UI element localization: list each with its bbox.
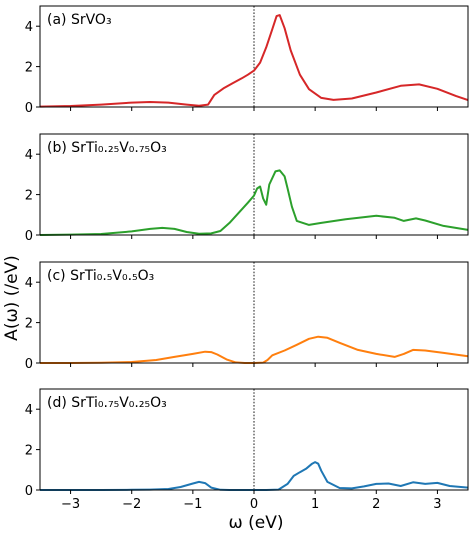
series-line bbox=[40, 335, 469, 364]
panel-d: 0 2 4 −3 −2 −1 0 1 2 3 (d) SrTi₀.₇₅V₀.₂₅O₃ bbox=[25, 388, 469, 512]
y-tick-label: 2 bbox=[25, 189, 33, 204]
y-tick-label: 2 bbox=[25, 61, 33, 76]
x-tick-label: 1 bbox=[311, 497, 319, 512]
y-tick-label: 4 bbox=[25, 403, 33, 418]
y-tick-label: 4 bbox=[25, 148, 33, 163]
x-axis-label: ω (eV) bbox=[229, 513, 284, 533]
panel-c: 0 2 4 (c) SrTi₀.₅V₀.₅O₃ bbox=[25, 261, 469, 372]
series-line bbox=[39, 14, 469, 108]
y-tick-label: 4 bbox=[25, 276, 33, 291]
y-tick-label: 2 bbox=[25, 444, 33, 459]
panel-label: (a) SrVO₃ bbox=[47, 12, 112, 28]
y-axis-label: A(ω) (/eV) bbox=[2, 255, 22, 341]
y-tick-label: 0 bbox=[25, 484, 33, 499]
y-tick-label: 4 bbox=[25, 20, 33, 35]
y-tick-label: 0 bbox=[25, 357, 33, 372]
x-tick-label: 2 bbox=[372, 497, 380, 512]
y-tick-label: 2 bbox=[25, 317, 33, 332]
series-line bbox=[39, 169, 469, 236]
panel-label: (c) SrTi₀.₅V₀.₅O₃ bbox=[47, 268, 154, 284]
panel-label: (d) SrTi₀.₇₅V₀.₂₅O₃ bbox=[47, 395, 167, 411]
x-tick-label: −2 bbox=[122, 497, 141, 512]
y-tick-label: 0 bbox=[25, 229, 33, 244]
x-tick-label: 0 bbox=[250, 497, 258, 512]
x-tick-label: 3 bbox=[433, 497, 441, 512]
panel-a: 0 2 4 (a) SrVO₃ bbox=[25, 5, 469, 116]
panel-label: (b) SrTi₀.₂₅V₀.₇₅O₃ bbox=[47, 140, 167, 156]
x-tick-label: −3 bbox=[61, 497, 80, 512]
x-tick-label: −1 bbox=[183, 497, 202, 512]
y-tick-label: 0 bbox=[25, 101, 33, 116]
panel-b: 0 2 4 (b) SrTi₀.₂₅V₀.₇₅O₃ bbox=[25, 133, 469, 244]
series-line bbox=[40, 461, 469, 491]
